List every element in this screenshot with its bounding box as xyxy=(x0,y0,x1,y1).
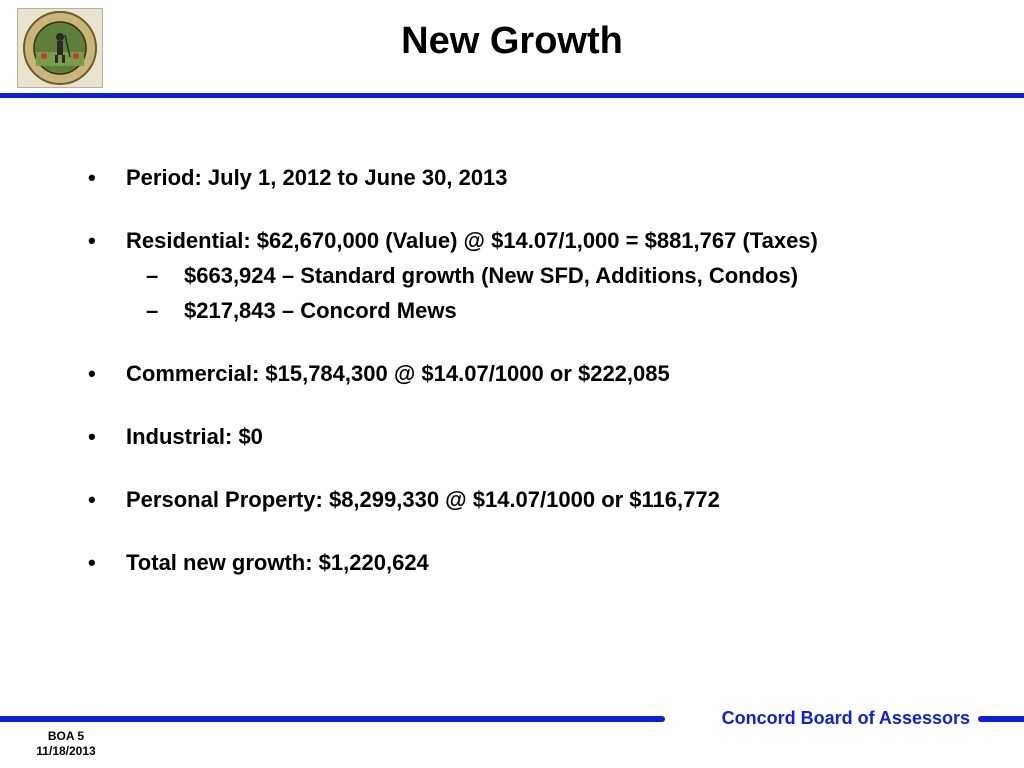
sub-item-concord-mews: – $217,843 – Concord Mews xyxy=(88,293,1008,328)
sub-item-text: $663,924 – Standard growth (New SFD, Add… xyxy=(184,263,799,288)
dash-icon: – xyxy=(146,263,159,288)
page-title: New Growth xyxy=(401,20,623,62)
bullet-text: Industrial: $0 xyxy=(126,424,263,449)
dash-icon: – xyxy=(146,298,159,323)
bullet-icon: • xyxy=(88,487,96,512)
bullet-text: Commercial: $15,784,300 @ $14.07/1000 or… xyxy=(126,361,670,386)
bullet-item-industrial: • Industrial: $0 xyxy=(88,419,1008,454)
bullet-item-period: • Period: July 1, 2012 to June 30, 2013 xyxy=(88,160,1008,195)
footer-rule-right xyxy=(978,716,1024,722)
bullet-text: Period: July 1, 2012 to June 30, 2013 xyxy=(126,165,508,190)
bullet-icon: • xyxy=(88,165,96,190)
bullet-item-personal-property: • Personal Property: $8,299,330 @ $14.07… xyxy=(88,482,1008,517)
bullet-text: Total new growth: $1,220,624 xyxy=(126,550,429,575)
bullet-icon: • xyxy=(88,228,96,253)
bullet-text: Personal Property: $8,299,330 @ $14.07/1… xyxy=(126,487,720,512)
footer-org: Concord Board of Assessors xyxy=(721,708,970,728)
slide-number: BOA 5 xyxy=(47,729,85,743)
slide-footer-info: BOA 5 11/18/2013 xyxy=(0,729,132,759)
bullet-list: • Period: July 1, 2012 to June 30, 2013 … xyxy=(88,160,1008,580)
sub-item-text: $217,843 – Concord Mews xyxy=(184,298,457,323)
bullet-icon: • xyxy=(88,361,96,386)
slide-date: 11/18/2013 xyxy=(36,744,96,758)
bullet-item-commercial: • Commercial: $15,784,300 @ $14.07/1000 … xyxy=(88,356,1008,391)
bullet-text: Residential: $62,670,000 (Value) @ $14.0… xyxy=(126,228,818,253)
footer-rule-left xyxy=(0,716,665,722)
header-divider xyxy=(0,93,1024,98)
bullet-icon: • xyxy=(88,550,96,575)
concord-seal-logo xyxy=(17,8,103,88)
bullet-item-total: • Total new growth: $1,220,624 xyxy=(88,545,1008,580)
sub-item-standard-growth: – $663,924 – Standard growth (New SFD, A… xyxy=(88,258,1008,293)
bullet-item-residential: • Residential: $62,670,000 (Value) @ $14… xyxy=(88,223,1008,258)
bullet-icon: • xyxy=(88,424,96,449)
